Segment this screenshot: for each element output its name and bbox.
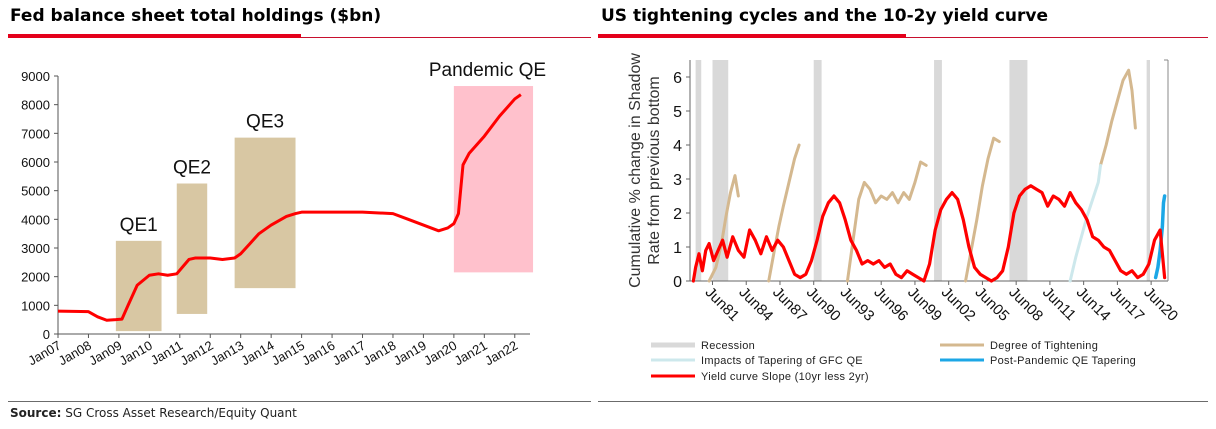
series-line-fed-holdings bbox=[57, 93, 522, 322]
y-axis-label-line-2: Rate from previous bottom bbox=[646, 76, 663, 265]
recession-bar-1 bbox=[695, 60, 702, 281]
annotation-box-2 bbox=[176, 183, 208, 314]
y-axis-label: Cumulative % change in Shadow Rate from p… bbox=[627, 53, 663, 288]
y-tick-label: 2000 bbox=[21, 270, 50, 285]
y-tick-label: 0 bbox=[673, 274, 682, 291]
x-tick-label: Jun90 bbox=[803, 284, 844, 325]
y-tick-label: 0 bbox=[43, 327, 50, 342]
series-line-impacts-of-tapering-of-gfc-qe-1 bbox=[1068, 163, 1103, 283]
y-axis-label-line-1: Cumulative % change in Shadow bbox=[627, 53, 644, 288]
y-tick-label: 4 bbox=[673, 138, 682, 155]
x-tick-label: Jun08 bbox=[1005, 284, 1046, 325]
recession-bar-6 bbox=[1146, 60, 1151, 281]
series-line-degree-of-tightening-3 bbox=[845, 160, 928, 283]
left-title-accent bbox=[8, 34, 301, 38]
recession-bar-4 bbox=[934, 60, 942, 281]
annotation-label-2: QE2 bbox=[173, 158, 211, 179]
y-tick-label: 9000 bbox=[21, 69, 50, 84]
source-text: SG Cross Asset Research/Equity Quant bbox=[65, 406, 297, 420]
legend-label-3: Impacts of Tapering of GFC QE bbox=[701, 355, 863, 367]
series-line-degree-of-tightening-2 bbox=[767, 143, 801, 283]
right-chart-title: US tightening cycles and the 10-2y yield… bbox=[601, 6, 1049, 26]
annotation-box-4 bbox=[453, 86, 534, 273]
x-tick-label: Jun99 bbox=[904, 284, 945, 325]
x-tick-label: Jun02 bbox=[938, 284, 979, 325]
y-tick-label: 8000 bbox=[21, 98, 50, 113]
left-bottom-rule bbox=[8, 401, 591, 402]
legend-label-4: Post-Pandemic QE Tapering bbox=[990, 355, 1136, 367]
y-tick-label: 6 bbox=[673, 70, 682, 87]
y-tick-label: 5000 bbox=[21, 184, 50, 199]
x-tick-label: Jun05 bbox=[972, 284, 1013, 325]
annotation-label-1: QE1 bbox=[120, 215, 158, 236]
series-line-yield-curve-slope-10yr-less-2yr-1 bbox=[691, 184, 1167, 283]
y-tick-label: 7000 bbox=[21, 126, 50, 141]
y-tick-label: 5 bbox=[673, 104, 682, 121]
series-line-degree-of-tightening-4 bbox=[964, 136, 1001, 283]
x-tick-label: Jun11 bbox=[1039, 284, 1079, 324]
right-title-accent bbox=[598, 34, 906, 38]
y-tick-label: 1 bbox=[673, 240, 682, 257]
annotation-label-4: Pandemic QE bbox=[429, 60, 546, 81]
y-tick-label: 6000 bbox=[21, 155, 50, 170]
x-tick-label: Jun84 bbox=[735, 284, 776, 325]
y-tick-label: 3 bbox=[673, 172, 682, 189]
recession-bar-3 bbox=[813, 60, 822, 281]
left-chart-title: Fed balance sheet total holdings ($bn) bbox=[10, 6, 382, 26]
annotation-box-3 bbox=[234, 137, 296, 289]
y-tick-label: 4000 bbox=[21, 212, 50, 227]
recession-bar-5 bbox=[1009, 60, 1028, 281]
source-note: Source: SG Cross Asset Research/Equity Q… bbox=[10, 406, 297, 420]
right-bottom-rule bbox=[598, 401, 1208, 402]
x-tick-label: Jun87 bbox=[769, 284, 810, 325]
y-tick-label: 1000 bbox=[21, 298, 50, 313]
x-tick-label: Jun96 bbox=[870, 284, 911, 325]
y-tick-label: 3000 bbox=[21, 241, 50, 256]
source-label: Source: bbox=[10, 406, 62, 420]
legend-label-1: Recession bbox=[701, 340, 755, 352]
x-tick-label: Jun14 bbox=[1073, 284, 1114, 325]
series-line-degree-of-tightening-5 bbox=[1099, 68, 1137, 167]
legend-label-5: Yield curve Slope (10yr less 2yr) bbox=[701, 371, 869, 383]
x-tick-label: Jun20 bbox=[1140, 284, 1181, 325]
annotation-label-3: QE3 bbox=[246, 112, 284, 133]
x-tick-label: Jun81 bbox=[702, 284, 743, 325]
legend-label-2: Degree of Tightening bbox=[990, 340, 1098, 352]
x-tick-label: Jun93 bbox=[837, 284, 878, 325]
series-line-degree-of-tightening-1 bbox=[707, 174, 740, 283]
y-tick-label: 2 bbox=[673, 206, 682, 223]
x-tick-label: Jun17 bbox=[1107, 284, 1148, 325]
